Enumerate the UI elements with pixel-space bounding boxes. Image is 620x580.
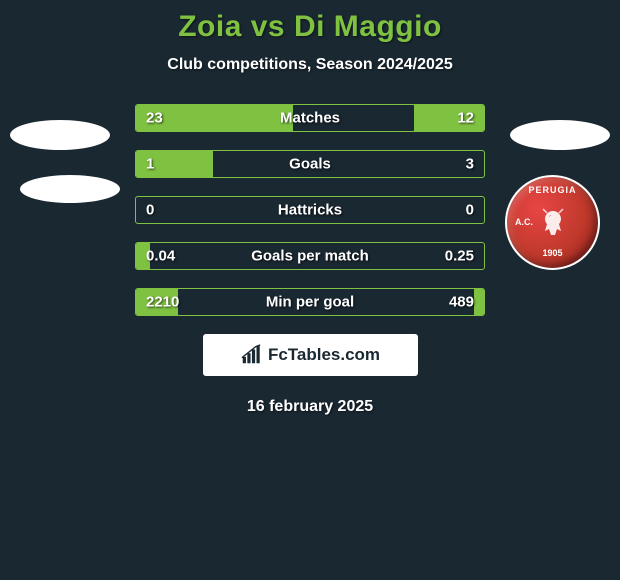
stat-value-left: 23 [146,110,163,127]
placeholder-oval-left-2 [20,175,120,203]
stat-row-matches: 23 Matches 12 [135,104,485,132]
griffin-icon [533,203,573,243]
fctables-logo: FcTables.com [203,334,418,376]
main-container: Zoia vs Di Maggio Club competitions, Sea… [0,0,620,416]
stat-row-goals: 1 Goals 3 [135,150,485,178]
bar-right [474,289,484,315]
stat-value-right: 0.25 [445,248,474,265]
stat-value-right: 489 [449,294,474,311]
stat-label: Hattricks [278,202,342,219]
stat-label: Goals [289,156,331,173]
stat-label: Matches [280,110,340,127]
stat-value-left: 0.04 [146,248,175,265]
stats-container: 23 Matches 12 1 Goals 3 0 Hattricks 0 0.… [135,104,485,316]
badge-ac-text: A.C. [515,217,533,227]
stat-value-left: 0 [146,202,154,219]
stat-value-right: 12 [457,110,474,127]
badge-club-name: PERUGIA [528,185,576,195]
stat-value-left: 2210 [146,294,179,311]
stat-label: Min per goal [266,294,354,311]
stat-value-right: 0 [466,202,474,219]
chart-icon [240,344,262,366]
page-title: Zoia vs Di Maggio [0,10,620,44]
stat-value-left: 1 [146,156,154,173]
subtitle: Club competitions, Season 2024/2025 [0,56,620,74]
stat-row-goals-per-match: 0.04 Goals per match 0.25 [135,242,485,270]
stat-row-hattricks: 0 Hattricks 0 [135,196,485,224]
club-badge-perugia: PERUGIA A.C. 1905 [505,175,600,270]
placeholder-oval-left-1 [10,120,110,150]
date-text: 16 february 2025 [0,398,620,416]
placeholder-oval-right [510,120,610,150]
badge-year: 1905 [542,248,562,258]
stat-row-min-per-goal: 2210 Min per goal 489 [135,288,485,316]
stat-label: Goals per match [251,248,369,265]
stat-value-right: 3 [466,156,474,173]
logo-text: FcTables.com [268,345,380,365]
